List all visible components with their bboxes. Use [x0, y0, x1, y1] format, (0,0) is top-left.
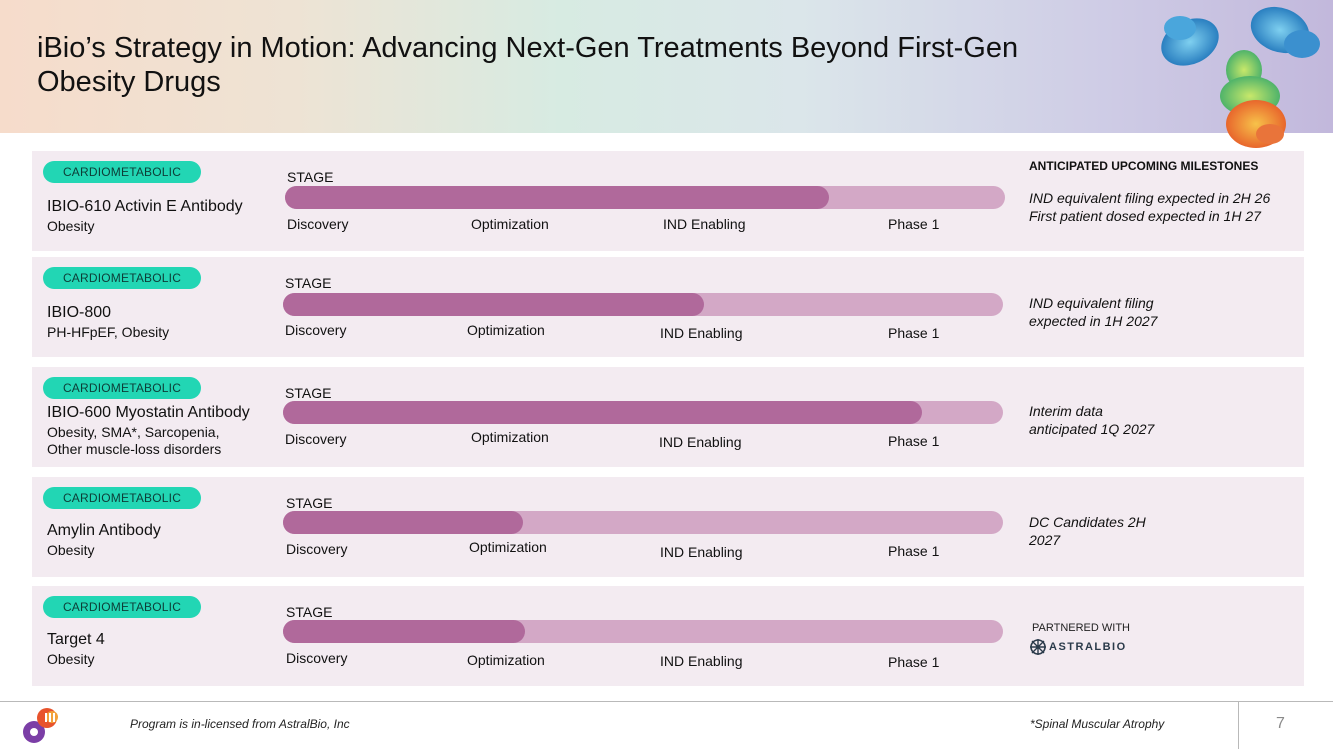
program-name: IBIO-800: [47, 304, 112, 321]
program-name: IBIO-600 Myostatin Antibody: [47, 404, 250, 421]
stage-progress-track: [283, 620, 1003, 643]
stage-progress-track: [283, 401, 1003, 424]
title-banner: iBio’s Strategy in Motion: Advancing Nex…: [0, 0, 1333, 148]
stage-name: IND Enabling: [660, 653, 743, 669]
stage-progress-fill: [283, 293, 704, 316]
program-indication: Obesity, SMA*, Sarcopenia, Other muscle-…: [47, 424, 222, 457]
stage-progress-track: [285, 186, 1005, 209]
milestone-text: IND equivalent filing expected in 1H 202…: [1029, 295, 1158, 329]
stage-name: Optimization: [471, 216, 549, 232]
program-indication: Obesity: [47, 218, 95, 234]
program-indication: Obesity: [47, 651, 95, 667]
stage-label: STAGE: [287, 169, 334, 185]
stage-name: IND Enabling: [660, 544, 743, 560]
pipeline-row: CARDIOMETABOLIC IBIO-610 Activin E Antibo…: [32, 151, 1304, 251]
footnote-in-licensed: Program is in-licensed from AstralBio, I…: [130, 717, 350, 731]
stage-progress-track: [283, 511, 1003, 534]
page-title: iBio’s Strategy in Motion: Advancing Nex…: [37, 31, 1147, 99]
category-badge: CARDIOMETABOLIC: [43, 267, 201, 289]
stage-name: Discovery: [285, 431, 347, 447]
milestone-text: DC Candidates 2H 2027: [1029, 514, 1146, 548]
footer-divider: [0, 701, 1333, 702]
stage-label: STAGE: [286, 604, 333, 620]
stage-label: STAGE: [285, 275, 332, 291]
stage-name: Phase 1: [888, 433, 940, 449]
stage-name: Optimization: [471, 429, 549, 445]
program-name: Amylin Antibody: [47, 522, 161, 539]
category-badge: CARDIOMETABOLIC: [43, 487, 201, 509]
page-number: 7: [1276, 715, 1285, 732]
stage-name: Optimization: [469, 539, 547, 555]
pipeline-row: CARDIOMETABOLIC Target 4 Obesity STAGE Disco…: [32, 586, 1304, 686]
stage-name: Discovery: [286, 650, 348, 666]
footnote-sma: *Spinal Muscular Atrophy: [1030, 717, 1165, 731]
stage-progress-track: [283, 293, 1003, 316]
stage-progress-fill: [283, 511, 523, 534]
milestone-text: Interim data anticipated 1Q 2027: [1029, 403, 1155, 437]
stage-name: Phase 1: [888, 654, 940, 670]
stage-name: Phase 1: [888, 325, 940, 341]
stage-progress-fill: [283, 620, 525, 643]
program-indication: PH-HFpEF, Obesity: [47, 324, 170, 340]
stage-name: IND Enabling: [660, 325, 743, 341]
pipeline-row: CARDIOMETABOLIC IBIO-800 PH-HFpEF, Obesity…: [32, 257, 1304, 357]
stage-name: IND Enabling: [663, 216, 746, 232]
stage-label: STAGE: [286, 495, 333, 511]
stage-name: Discovery: [286, 541, 348, 557]
program-indication: Obesity: [47, 542, 95, 558]
category-badge: CARDIOMETABOLIC: [43, 161, 201, 183]
category-badge: CARDIOMETABOLIC: [43, 596, 201, 618]
astralbio-mark-icon: [1030, 639, 1046, 655]
stage-progress-fill: [283, 401, 922, 424]
stage-name: Optimization: [467, 322, 545, 338]
ibio-logo-icon: [23, 708, 58, 743]
page-number-divider: [1238, 701, 1239, 749]
milestone-text: IND equivalent filing expected in 2H 26 …: [1029, 190, 1271, 224]
partner-label: PARTNERED WITH: [1032, 622, 1130, 634]
stage-name: IND Enabling: [659, 434, 742, 450]
antibody-molecule-image: [1161, 6, 1320, 148]
title-line-2: Obesity Drugs: [37, 66, 221, 98]
stage-label: STAGE: [285, 385, 332, 401]
stage-name: Phase 1: [888, 543, 940, 559]
pipeline-row: CARDIOMETABOLIC Amylin Antibody Obesity STA…: [32, 477, 1304, 577]
stage-name: Optimization: [467, 652, 545, 668]
category-badge: CARDIOMETABOLIC: [43, 377, 201, 399]
stage-progress-fill: [285, 186, 829, 209]
title-line-1: iBio’s Strategy in Motion: Advancing Nex…: [37, 32, 1019, 64]
stage-name: Phase 1: [888, 216, 940, 232]
milestones-header: ANTICIPATED UPCOMING MILESTONES: [1029, 159, 1259, 173]
stage-name: Discovery: [287, 216, 349, 232]
pipeline-row: CARDIOMETABOLIC IBIO-600 Myostatin Antibo…: [32, 367, 1304, 467]
stage-name: Discovery: [285, 322, 347, 338]
program-name: Target 4: [47, 631, 105, 648]
program-name: IBIO-610 Activin E Antibody: [47, 198, 243, 215]
astralbio-logo: ASTRALBIO: [1029, 638, 1127, 656]
astralbio-wordmark: ASTRALBIO: [1049, 641, 1127, 653]
